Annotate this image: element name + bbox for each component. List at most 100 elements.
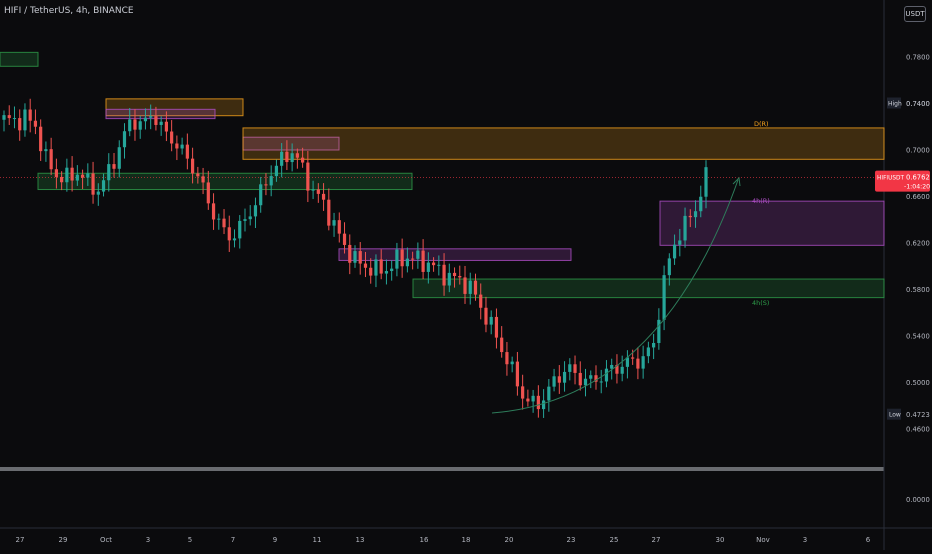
- x-tick-label: 3: [803, 536, 807, 544]
- candle-body: [484, 307, 488, 325]
- candle-body: [211, 203, 216, 220]
- candle-body: [190, 158, 195, 174]
- candle-body: [70, 167, 74, 181]
- candle-body: [290, 153, 294, 163]
- x-tick-label: Oct: [100, 536, 112, 544]
- candle-body: [505, 352, 509, 365]
- candle-body: [646, 347, 650, 357]
- high-label: High: [888, 101, 902, 108]
- projection-curve: [491, 179, 739, 414]
- candle-body: [667, 258, 671, 276]
- y-tick-label: 0.7800: [906, 54, 930, 62]
- candle-body: [652, 343, 656, 348]
- candle-body: [301, 157, 305, 163]
- candle-body: [573, 364, 577, 373]
- candle-body: [625, 357, 630, 367]
- candle-body: [662, 275, 666, 320]
- candle-body: [494, 316, 499, 338]
- y-tick-label: 0.5000: [906, 379, 930, 387]
- y-tick-label: 0.7400: [906, 100, 930, 108]
- candle-body: [693, 211, 698, 218]
- candle-body: [143, 117, 148, 122]
- x-tick-label: 25: [610, 536, 619, 544]
- x-tick-label: 3: [146, 536, 150, 544]
- candle-body: [149, 116, 153, 118]
- candle-body: [122, 131, 127, 148]
- candle-body: [369, 267, 373, 276]
- candle-body: [547, 386, 551, 401]
- candle-body: [641, 356, 645, 369]
- candle-body: [678, 240, 682, 245]
- low-value: 0.4723: [906, 411, 930, 419]
- x-tick-label: 9: [273, 536, 277, 544]
- candle-body: [468, 280, 472, 294]
- currency-badge[interactable]: USDT: [904, 6, 926, 22]
- candle-body: [348, 244, 352, 263]
- y-tick-label: 0.5800: [906, 286, 930, 294]
- candle-body: [636, 358, 640, 369]
- zone-purple: [338, 248, 572, 261]
- candle-body: [442, 264, 446, 286]
- candle-body: [196, 173, 200, 177]
- candle-body: [44, 149, 48, 152]
- candle-body: [12, 118, 17, 120]
- candle-body: [201, 176, 205, 183]
- y-tick-label: 0.6600: [906, 193, 930, 201]
- candle-body: [54, 169, 58, 177]
- candle-body: [358, 251, 362, 264]
- candle-body: [75, 174, 79, 181]
- candle-body: [515, 361, 520, 387]
- x-tick-label: 30: [716, 536, 725, 544]
- candle-body: [657, 319, 661, 344]
- candle-body: [489, 316, 493, 325]
- x-tick-label: 6: [866, 536, 871, 544]
- zone-label: D(R): [754, 120, 769, 128]
- candle-body: [159, 121, 163, 125]
- candle-body: [541, 400, 546, 410]
- candle-body: [49, 149, 53, 170]
- projection-arrow-head: [732, 176, 741, 187]
- candle-body: [479, 294, 483, 308]
- y-tick-label: 0.6200: [906, 240, 930, 248]
- low-label-bg: [887, 408, 901, 420]
- candle-body: [531, 395, 535, 402]
- candle-body: [631, 357, 635, 359]
- candle-body: [274, 165, 279, 177]
- candle-body: [206, 182, 210, 204]
- candle-body: [306, 162, 310, 191]
- candle-body: [253, 205, 258, 217]
- x-tick-label: 23: [567, 536, 576, 544]
- candle-body: [133, 119, 137, 130]
- candle-body: [568, 364, 572, 372]
- candle-body: [672, 244, 677, 259]
- zone-label: 4h(R): [752, 197, 770, 205]
- candle-body: [342, 233, 347, 245]
- x-tick-label: 27: [652, 536, 661, 544]
- zone-label: 4h(S): [752, 299, 769, 307]
- candle-body: [526, 398, 530, 402]
- candle-body: [164, 121, 169, 132]
- candle-body: [463, 277, 467, 294]
- zone-orange: [105, 98, 244, 117]
- high-label-bg: [887, 97, 901, 109]
- x-tick-label: 18: [462, 536, 471, 544]
- x-tick-label: 20: [505, 536, 514, 544]
- candle-body: [285, 151, 289, 163]
- candle-body: [583, 378, 588, 386]
- candle-body: [96, 191, 100, 195]
- zone-purple: [105, 108, 216, 120]
- candle-body: [578, 372, 582, 386]
- candle-body: [400, 249, 404, 267]
- candle-body: [65, 167, 69, 183]
- candle-body: [421, 250, 425, 272]
- candle-body: [180, 144, 184, 149]
- candle-body: [101, 180, 106, 192]
- x-tick-label: Nov: [756, 536, 770, 544]
- candle-body: [39, 126, 43, 152]
- zone-green: [0, 51, 39, 67]
- candle-body: [154, 116, 158, 125]
- y-tick-label: 0.5400: [906, 333, 930, 341]
